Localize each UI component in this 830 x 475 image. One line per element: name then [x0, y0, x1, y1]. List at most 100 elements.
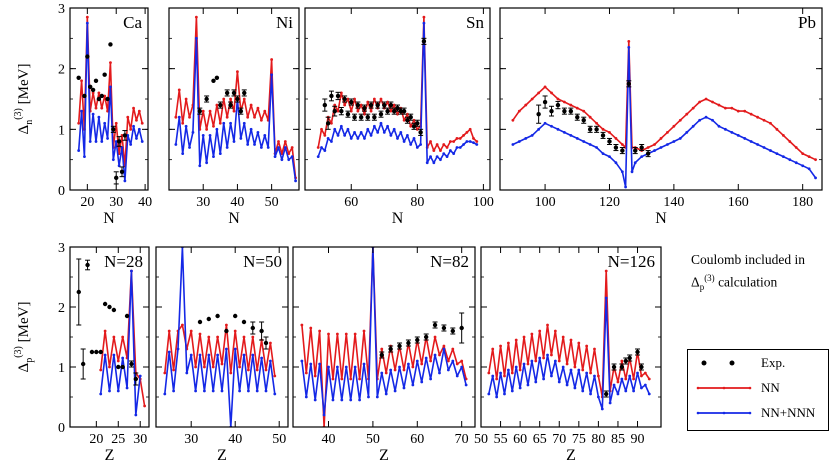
panel-sn — [304, 7, 491, 191]
nn-point — [181, 323, 184, 327]
panel-n-28 — [69, 246, 150, 428]
note-tail: calculation — [714, 274, 778, 290]
exp-point — [432, 322, 438, 328]
nn-point — [346, 97, 350, 101]
exp-point — [379, 352, 384, 358]
nnn-point — [518, 386, 522, 390]
exp-point — [397, 343, 402, 349]
nnn-point — [233, 347, 237, 351]
exp-point — [116, 364, 121, 370]
exp-point — [335, 93, 341, 99]
nn-point — [198, 332, 202, 336]
exp-point — [391, 108, 397, 114]
nnn-point — [382, 130, 386, 134]
nnn-point — [503, 392, 506, 396]
nnn-line — [164, 247, 276, 427]
exp-point — [358, 115, 364, 120]
x-tick-label: 60 — [513, 432, 527, 447]
exp-point — [214, 75, 220, 80]
nn-point — [116, 359, 120, 363]
nnn-point — [80, 109, 83, 113]
nn-point — [422, 15, 426, 19]
nn-point — [614, 137, 618, 140]
nnn-point — [264, 389, 268, 393]
nn-point — [495, 377, 499, 381]
nn-point — [362, 329, 366, 333]
nnn-line — [512, 46, 817, 188]
nn-point — [724, 106, 727, 110]
nnn-point — [117, 164, 121, 168]
nnn-point — [411, 383, 415, 387]
nn-point — [429, 359, 433, 363]
nnn-point — [323, 149, 327, 152]
exp-point — [594, 127, 599, 132]
nnn-point — [114, 140, 118, 143]
nnn-point — [300, 359, 304, 363]
nn-point — [218, 121, 222, 125]
nnn-point — [534, 380, 538, 384]
nnn-point — [542, 377, 546, 381]
exp-point — [405, 118, 410, 123]
nnn-point — [608, 155, 611, 159]
nnn-point — [464, 383, 468, 387]
nn-point — [569, 103, 573, 107]
x-axis-label: N — [228, 210, 240, 227]
exp-point — [241, 319, 247, 325]
nnn-point — [167, 350, 171, 354]
nn-point — [372, 97, 376, 101]
nnn-point — [211, 389, 215, 393]
nn-point — [236, 70, 239, 74]
plot-area — [163, 247, 277, 427]
x-tick-label: 40 — [228, 432, 242, 447]
nnn-point — [743, 137, 747, 140]
nn-point — [522, 335, 526, 339]
y-label-unit: [MeV] — [16, 64, 32, 109]
nnn-point — [775, 152, 779, 156]
nn-point — [582, 109, 586, 113]
legend-nn-label: NN — [761, 380, 780, 395]
exp-point — [259, 328, 264, 334]
nn-point — [77, 121, 81, 125]
nn-point — [589, 371, 592, 375]
exp-point — [378, 111, 384, 117]
note-sup: (3) — [704, 273, 715, 283]
nnn-point — [396, 137, 399, 140]
nn-point — [349, 377, 353, 381]
nnn-point — [198, 353, 202, 357]
y-tick-label: 1 — [58, 123, 65, 138]
exp-point — [120, 364, 125, 370]
nnn-point — [412, 137, 416, 140]
exp-point — [80, 361, 86, 367]
y-tick-label: 3 — [58, 241, 65, 256]
nnn-point — [260, 356, 263, 360]
nn-point — [429, 140, 432, 143]
nn-point — [99, 368, 103, 372]
exp-point — [388, 346, 393, 352]
nnn-point — [445, 155, 449, 159]
nn-line — [164, 324, 276, 377]
y-label-sub: p — [24, 358, 35, 363]
nnn-point — [188, 146, 191, 149]
nn-point — [462, 134, 465, 137]
nnn-point — [807, 167, 811, 171]
exp-point — [238, 108, 244, 114]
nn-point — [212, 124, 215, 128]
nnn-point — [698, 118, 702, 122]
nnn-point — [495, 395, 499, 399]
nn-point — [455, 137, 459, 140]
nnn-point — [386, 124, 389, 128]
exp-point — [325, 121, 331, 126]
nn-point — [537, 91, 541, 95]
exp-point — [375, 102, 380, 108]
nn-point — [247, 368, 250, 372]
nn-point — [229, 97, 232, 101]
nn-point — [259, 118, 263, 122]
nnn-point — [172, 389, 176, 393]
nnn-point — [242, 121, 246, 125]
nnn-point — [309, 362, 313, 366]
nnn-point — [363, 137, 366, 140]
legend-exp: Exp. — [688, 353, 828, 373]
nnn-point — [452, 152, 456, 156]
exp-point — [99, 93, 104, 99]
